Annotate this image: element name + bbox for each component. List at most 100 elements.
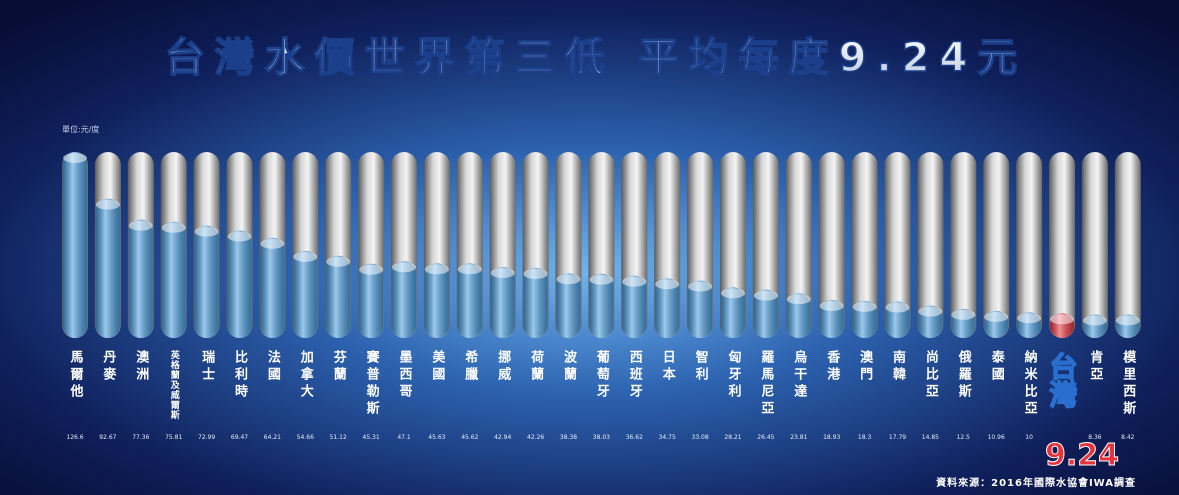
value-label: 23.81 (790, 434, 807, 441)
tube (785, 152, 812, 338)
value-label: 28.21 (724, 434, 741, 441)
tube-surface (260, 238, 285, 249)
x-tick-label: 納米比亞 (1022, 349, 1038, 418)
x-tick-label: 日本 (660, 350, 676, 384)
tube (1114, 152, 1141, 338)
tube-shine (655, 278, 680, 338)
x-tick-label: 法國 (265, 349, 281, 384)
tube-shine (688, 280, 713, 338)
tube-surface (392, 262, 416, 273)
tube-surface (227, 231, 252, 242)
tube-shine (194, 225, 219, 338)
tube-surface (194, 226, 219, 237)
x-tick-label: 泰國 (989, 349, 1006, 384)
value-label: 69.47 (231, 434, 248, 441)
tube-surface (161, 222, 186, 233)
tube-surface (786, 294, 811, 305)
tube (1081, 152, 1108, 338)
tube-shine (95, 198, 120, 338)
tube-surface (556, 274, 581, 285)
tube-surface (293, 251, 318, 262)
x-tick-label: 馬爾他 (68, 350, 85, 401)
tube-surface (753, 290, 778, 301)
tube (950, 152, 977, 338)
tube-shine (589, 273, 614, 338)
tube-surface (1050, 314, 1074, 325)
x-tick-label: 西班牙 (627, 350, 643, 401)
x-tick-label: 英格蘭及威爾斯 (169, 349, 181, 420)
value-label: 42.94 (494, 434, 511, 441)
x-tick-label: 加拿大 (298, 350, 315, 401)
tube-surface (457, 264, 482, 275)
value-label: 51.12 (330, 434, 347, 441)
tube-surface (128, 220, 153, 231)
tube-shine (326, 255, 351, 338)
x-tick-label: 南韓 (890, 349, 906, 384)
tube (1049, 152, 1075, 338)
tube-surface (424, 264, 449, 275)
x-tick-label: 模里西斯 (1120, 349, 1136, 418)
x-tick-label: 瑞士 (199, 349, 215, 384)
value-label: 18.3 (858, 434, 872, 441)
value-label: 26.45 (757, 434, 774, 441)
tube-shine (721, 287, 745, 338)
tube (884, 152, 911, 338)
tube-surface (688, 281, 713, 292)
value-label: 47.1 (397, 434, 411, 441)
value-label: 38.03 (593, 434, 610, 441)
value-label: 64.21 (264, 434, 281, 441)
value-label: 126.6 (66, 434, 83, 441)
tube-surface (589, 274, 614, 285)
value-label: 14.85 (922, 434, 939, 441)
value-label: 72.99 (198, 434, 215, 441)
value-label: 45.63 (428, 434, 445, 441)
x-tick-label: 荷蘭 (528, 349, 545, 384)
x-tick-label: 比利時 (232, 349, 248, 401)
tube (851, 152, 878, 338)
tube-shine (424, 263, 449, 338)
x-tick-label: 波蘭 (561, 349, 577, 384)
x-tick-label: 俄羅斯 (956, 349, 973, 401)
x-tick-label: 希臘 (462, 349, 478, 384)
tube-shine (490, 266, 515, 338)
tube-surface (655, 279, 680, 290)
tube-surface (1017, 313, 1042, 324)
x-tick-label: 香港 (824, 349, 841, 384)
value-label: 17.79 (889, 434, 906, 441)
tube-surface (95, 199, 120, 210)
value-label: 45.31 (363, 434, 380, 441)
tube-surface (1082, 315, 1107, 326)
tube-surface (490, 267, 515, 278)
value-label: 45.62 (461, 434, 478, 441)
chart-title: 台灣水價世界第三低 平均每度9.24元 (165, 35, 1028, 81)
tube-shine (622, 275, 647, 338)
tube-shine (392, 261, 416, 338)
tube (983, 152, 1010, 338)
tube (818, 152, 845, 338)
x-tick-label: 丹麥 (100, 350, 117, 384)
x-tick-label: 羅馬尼亞 (758, 350, 774, 418)
value-label: 10.96 (988, 434, 1005, 441)
tube-surface (721, 288, 745, 299)
tube-shine (63, 152, 87, 338)
x-tick-label: 芬蘭 (331, 349, 348, 384)
tube-shine (227, 230, 252, 338)
tube-shine (457, 263, 482, 338)
x-tick-label: 匈牙利 (726, 349, 742, 401)
value-label: 10 (1025, 434, 1033, 441)
value-label: 92.67 (99, 434, 116, 441)
x-tick-label: 智利 (693, 349, 709, 384)
unit-label: 單位:元/度 (62, 124, 99, 134)
x-tick-label: 烏干達 (791, 349, 807, 401)
x-tick-label: 美國 (429, 349, 445, 384)
tube (917, 152, 944, 338)
tube-surface (918, 306, 943, 317)
x-tick-label: 賽普勒斯 (364, 349, 381, 418)
x-tick-label: 澳門 (857, 349, 873, 384)
value-label: 42.26 (527, 434, 544, 441)
value-label: 8.42 (1121, 434, 1135, 441)
tube-surface (885, 302, 910, 313)
tube-shine (260, 237, 285, 338)
